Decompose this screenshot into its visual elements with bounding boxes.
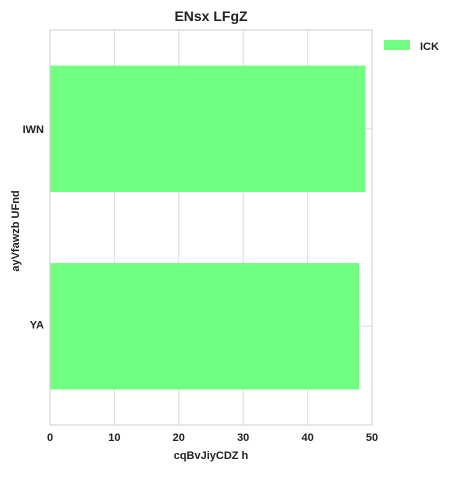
chart-title: ENsx LFgZ	[174, 8, 248, 24]
x-axis-label: cqBvJiyCDZ h	[174, 450, 249, 462]
bar-ya	[50, 263, 360, 390]
plot-frame	[49, 29, 373, 426]
y-tick-label: YA	[30, 319, 44, 331]
x-tick-label: 40	[301, 432, 313, 444]
legend-swatch-ick	[384, 40, 410, 50]
bar-iwn	[50, 65, 366, 192]
x-tick-label: 0	[47, 432, 53, 444]
legend-label-ick: ICK	[420, 41, 439, 53]
x-axis-ticks: 0 10 20 30 40 50	[47, 432, 378, 444]
x-tick-label: 10	[108, 432, 120, 444]
x-tick-label: 30	[237, 432, 249, 444]
legend: ICK	[384, 40, 439, 53]
y-axis-ticks: IWN YA	[23, 124, 44, 332]
x-tick-label: 50	[366, 432, 378, 444]
y-axis-label: ayVfawzb UFnd	[10, 190, 22, 271]
bars	[50, 65, 366, 390]
y-tick-label: IWN	[23, 124, 44, 136]
x-tick-label: 20	[173, 432, 185, 444]
